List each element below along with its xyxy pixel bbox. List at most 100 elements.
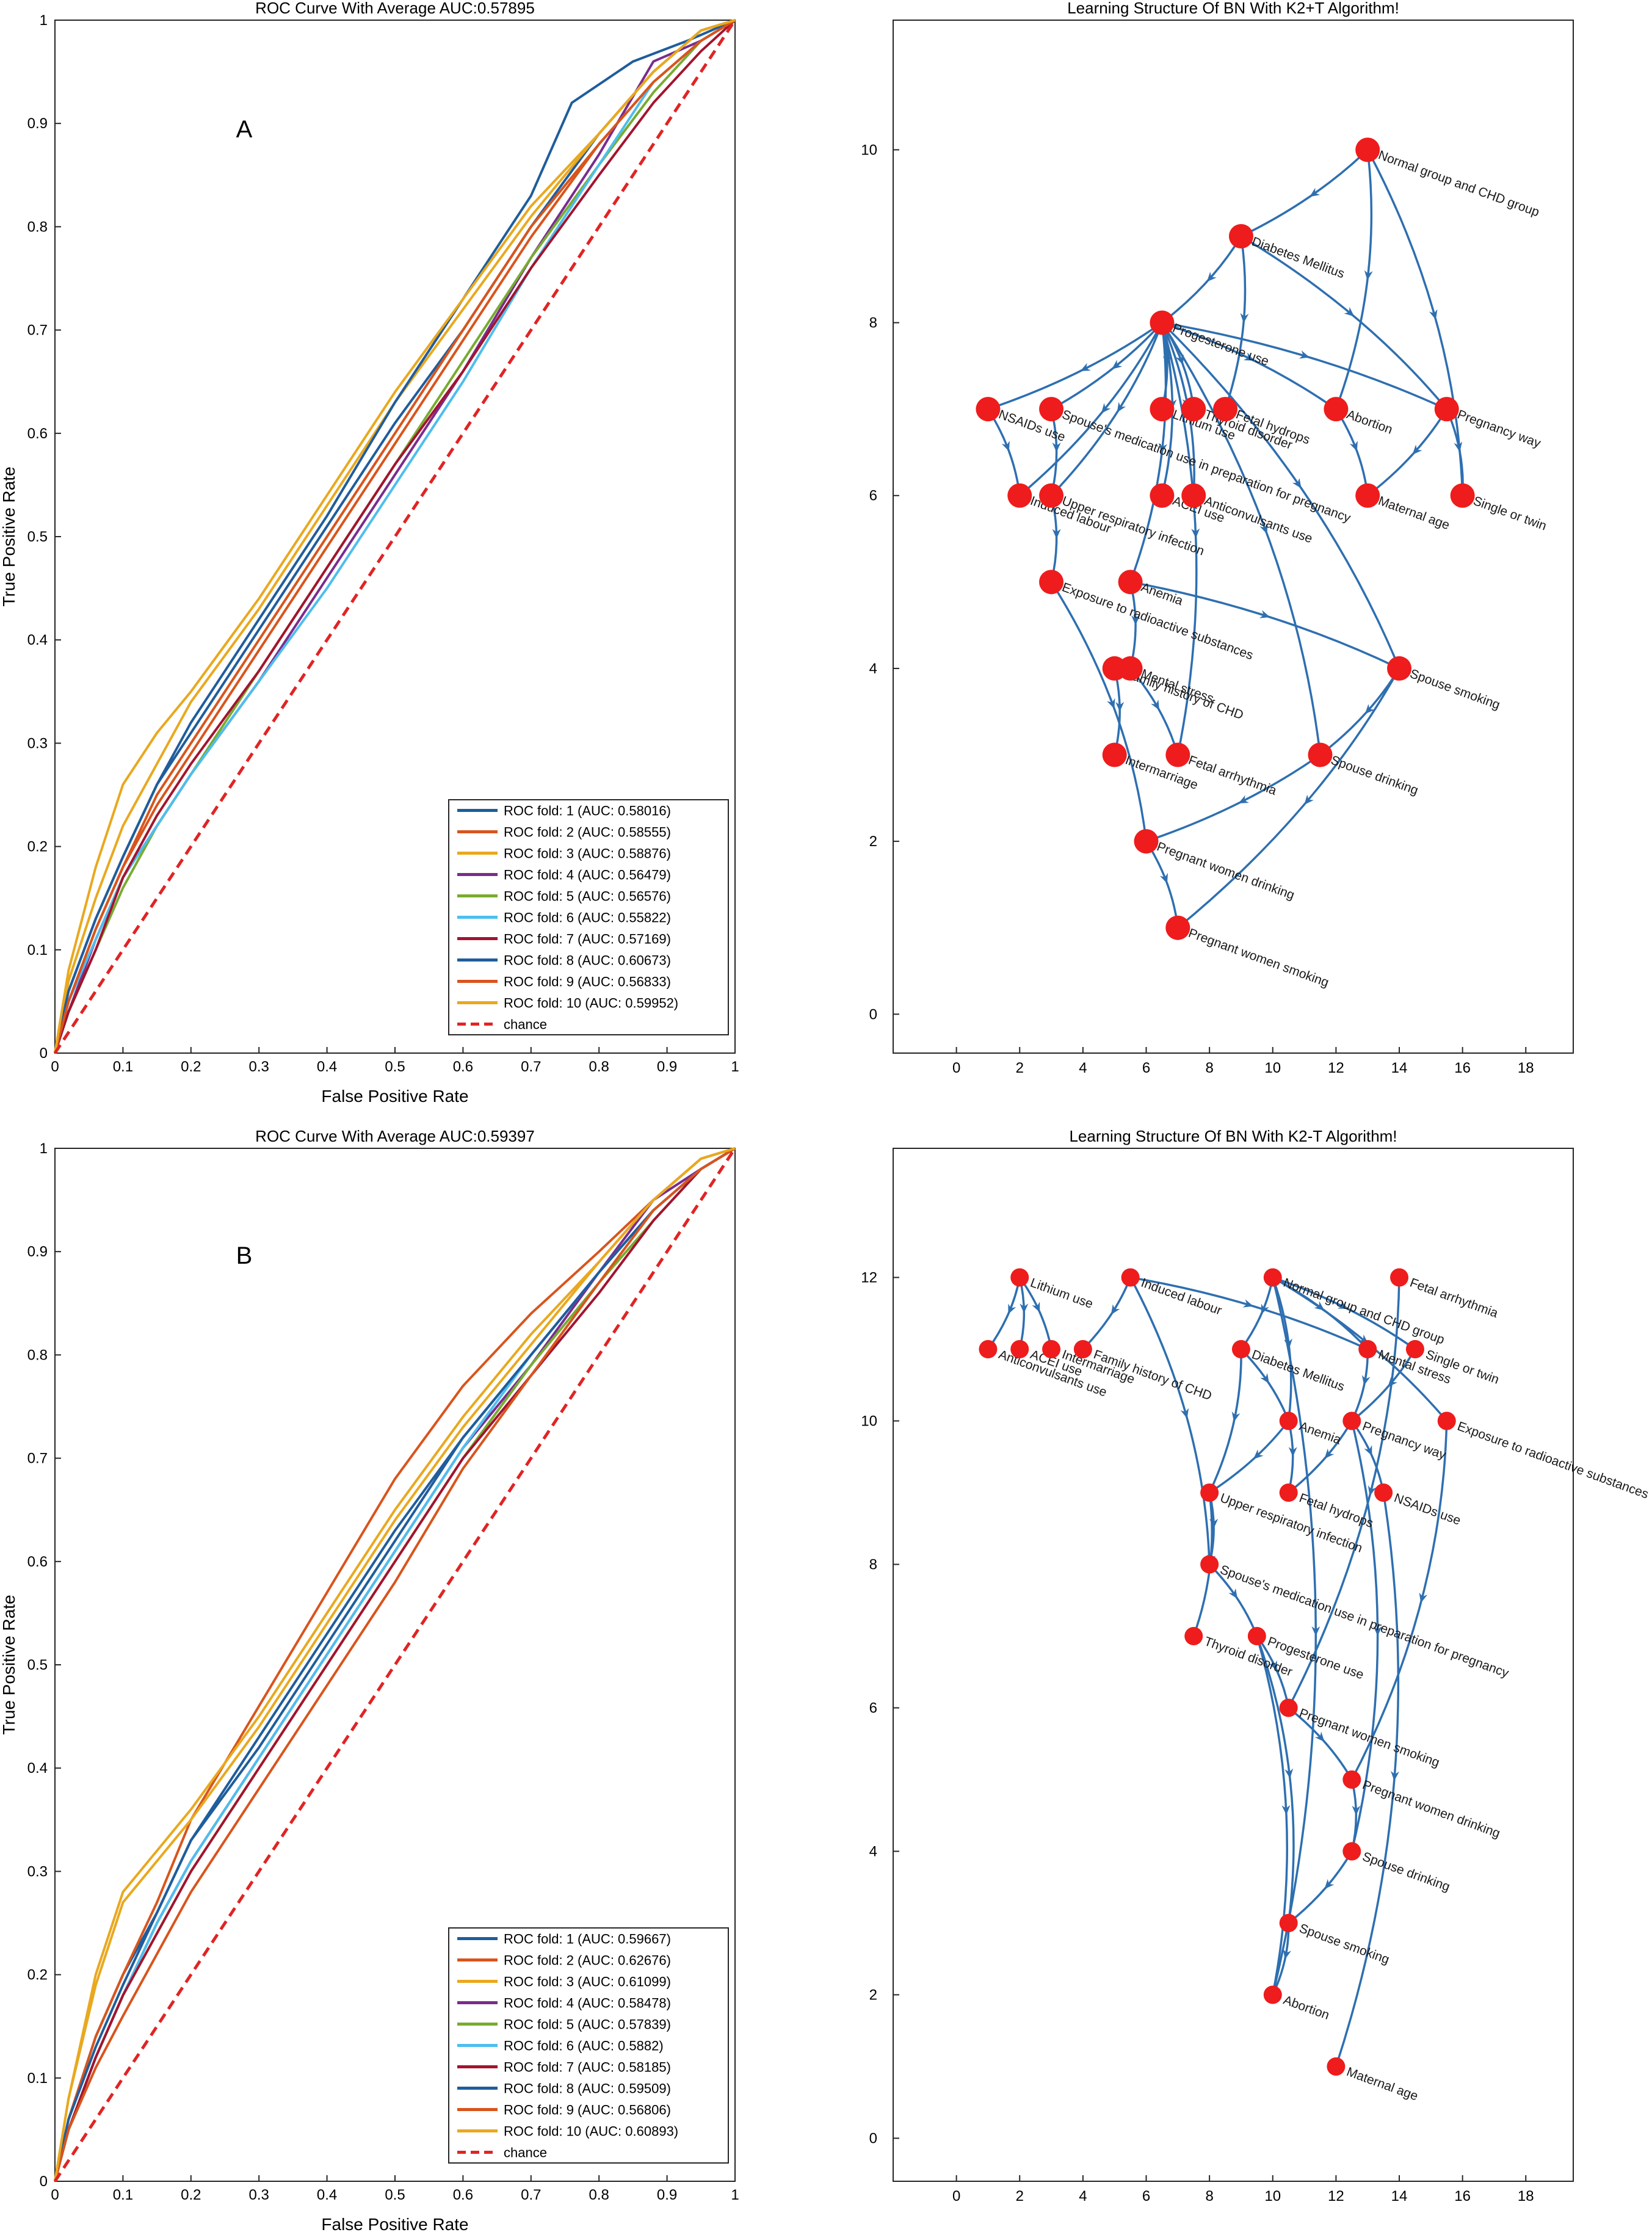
bn-a-edge-arrow	[1112, 360, 1123, 369]
bn-b-edge-arrow	[1364, 1445, 1372, 1456]
bn-b-node	[1231, 1340, 1250, 1358]
bn-a-edge	[1367, 408, 1448, 497]
roc-b-curve-fold-10	[54, 1147, 736, 2182]
bn-b-edge	[1256, 1635, 1295, 1924]
bn-b-node	[1374, 1483, 1393, 1502]
bn-a-edge-arrow	[1151, 700, 1159, 711]
bn-b-edge	[1288, 1850, 1353, 1924]
bn-a-node	[1228, 223, 1253, 248]
bn-b-xtick-label: 6	[1142, 2188, 1150, 2204]
roc-a-xtick-label: 1	[731, 1059, 739, 1075]
bn-a-node	[1450, 483, 1475, 508]
roc-b-xtick-label: 0.1	[113, 2187, 133, 2203]
roc-b-curve-fold-7	[54, 1147, 736, 2182]
roc-b-curve-fold-9	[54, 1147, 736, 2182]
bn-a-ytick-label: 4	[869, 661, 877, 677]
bn-a-edge-arrow	[1304, 794, 1314, 805]
roc-b-xtick-label: 0	[51, 2187, 59, 2203]
bn-a-edge	[1019, 322, 1163, 497]
bn-a-xtick-label: 2	[1016, 1060, 1024, 1076]
bn-a-edge	[1161, 322, 1400, 669]
bn-b-edge-arrow	[1110, 1304, 1120, 1315]
bn-b-edge	[1272, 1277, 1317, 1995]
roc-a-legend-label: ROC fold: 5 (AUC: 0.56576)	[504, 889, 671, 904]
bn-b-edge-arrow	[1242, 1299, 1253, 1308]
bn-b-ytick-label: 10	[861, 1413, 877, 1430]
roc-b-ytick-label: 0.8	[27, 1347, 48, 1363]
roc-b-legend-label: ROC fold: 10 (AUC: 0.60893)	[504, 2124, 678, 2139]
bn-a-xtick-label: 0	[952, 1060, 960, 1076]
bn-b-edge-arrow	[1228, 1588, 1237, 1599]
roc-chart-b: ROC Curve With Average AUC:0.59397 B Fal…	[0, 1127, 739, 2234]
bn-b-plot-frame	[893, 1148, 1574, 2182]
bn-a-edge-arrow	[1292, 477, 1302, 489]
bn-a-edge-arrow	[1052, 529, 1061, 539]
bn-b-edge	[1350, 1421, 1448, 1780]
bn-a-edge-arrow	[1191, 528, 1200, 538]
bn-b-edge-arrow	[1281, 1805, 1291, 1815]
bn-a-edge	[1145, 754, 1321, 842]
bn-a-edge-arrow	[1259, 610, 1270, 618]
bn-a-ytick-label: 2	[869, 833, 877, 850]
bn-a-node	[1118, 656, 1143, 681]
bn-b-edge-arrow	[1388, 1377, 1398, 1387]
bn-b-node	[1342, 1411, 1361, 1430]
bn-b-ytick-label: 12	[861, 1270, 877, 1286]
bn-a-ytick-label: 6	[869, 488, 877, 504]
bn-a-node	[1434, 397, 1459, 422]
roc-b-legend-label: ROC fold: 1 (AUC: 0.59667)	[504, 1932, 671, 1947]
bn-b-xtick-label: 16	[1454, 2188, 1471, 2204]
bn-b-xtick-label: 2	[1016, 2188, 1024, 2204]
bn-b-ytick-label: 6	[869, 1700, 877, 1717]
bn-a-ticks: 0 2 4 6 8 10 12 14 16 18 0 2 4 6 8 10	[861, 142, 1534, 1076]
roc-a-xtick-label: 0.6	[453, 1059, 473, 1075]
bn-a-edge	[1161, 236, 1242, 324]
bn-b-node	[1342, 1842, 1361, 1861]
roc-b-ytick-label: 0.2	[27, 1967, 48, 1983]
roc-b-ytick-label: 0.7	[27, 1451, 48, 1467]
bn-a-node	[1181, 483, 1206, 508]
roc-a-curves	[54, 19, 736, 1054]
bn-b-edge	[1272, 1276, 1416, 1350]
bn-b-ytick-label: 2	[869, 1987, 877, 2004]
roc-b-xtick-label: 1	[731, 2187, 739, 2203]
bn-b-edge-arrow	[1324, 1878, 1335, 1889]
bn-a-node	[1355, 483, 1380, 508]
roc-a-legend-label: ROC fold: 8 (AUC: 0.60673)	[504, 953, 671, 968]
bn-b-node	[1390, 1268, 1409, 1287]
roc-a-ylabel: True Positive Rate	[0, 466, 18, 606]
bn-b-node	[1200, 1555, 1219, 1574]
roc-b-ytick-label: 0.1	[27, 2070, 48, 2087]
bn-b-edge-arrow	[1391, 1770, 1399, 1781]
bn-b-node	[1247, 1627, 1266, 1645]
roc-a-legend-label: chance	[504, 1017, 547, 1032]
bn-b-edge-arrow	[1373, 1626, 1382, 1636]
bn-a-edge	[1161, 322, 1322, 755]
bn-a-node	[1150, 310, 1175, 335]
bn-b-ytick-label: 8	[869, 1557, 877, 1573]
roc-b-curve-fold-2	[54, 1147, 736, 2182]
bn-b-xtick-label: 8	[1205, 2188, 1213, 2204]
bn-b-edge	[1350, 1421, 1379, 1852]
roc-b-xtick-label: 0.6	[453, 2187, 473, 2203]
roc-a-ytick-label: 0.3	[27, 735, 48, 752]
roc-a-legend-label: ROC fold: 7 (AUC: 0.57169)	[504, 932, 671, 947]
bn-b-edge-arrow	[1269, 1660, 1277, 1672]
bn-a-ytick-label: 0	[869, 1006, 877, 1023]
bn-b-edge-arrow	[1314, 1731, 1325, 1742]
bn-a-edge-arrow	[1159, 443, 1167, 454]
roc-b-legend: ROC fold: 1 (AUC: 0.59667) ROC fold: 2 (A…	[448, 1927, 729, 2164]
bn-b-edge	[1082, 1277, 1132, 1350]
bn-b-edge-arrow	[1311, 1626, 1321, 1636]
bn-b-node	[979, 1340, 998, 1358]
roc-b-xtick-label: 0.5	[385, 2187, 405, 2203]
bn-b-node	[1279, 1411, 1298, 1430]
bn-a-edge-arrow	[1238, 795, 1249, 803]
roc-a-curve-fold-9	[54, 19, 736, 1054]
bn-b-node	[1073, 1340, 1092, 1358]
bn-a-node	[1118, 570, 1143, 595]
bn-a-xtick-label: 12	[1328, 1060, 1344, 1076]
roc-b-ticks: 0 0.1 0.2 0.3 0.4 0.5 0.6 0.7 0.8 0.9 1 0 0.1 0.2 0.3 0…	[27, 1140, 739, 2203]
roc-b-curves	[54, 1147, 736, 2182]
bn-a-node	[1213, 397, 1238, 422]
